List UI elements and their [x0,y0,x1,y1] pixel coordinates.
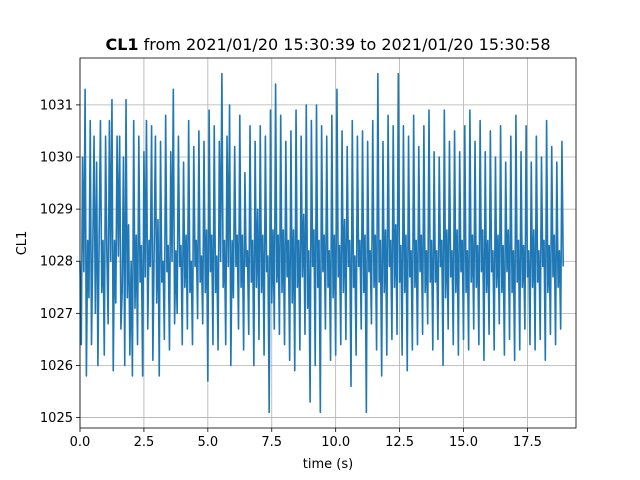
series-layer [79,72,565,414]
x-tick-label: 12.5 [385,435,414,450]
x-tick-label: 0.0 [70,435,91,450]
x-tick-label: 2.5 [134,435,155,450]
x-tick-label: 10.0 [321,435,350,450]
chart-title: CL1 from 2021/01/20 15:30:39 to 2021/01/… [105,35,550,54]
y-tick-label: 1027 [40,307,73,322]
x-tick-label: 7.5 [261,435,282,450]
x-tick-label: 15.0 [449,435,478,450]
x-tick-label: 5.0 [197,435,218,450]
y-axis-ticks: 1025 1026 1027 1028 1029 1030 1031 [40,98,80,426]
y-tick-label: 1029 [40,203,73,218]
y-tick-label: 1030 [40,151,73,166]
series-line [79,72,565,414]
chart-title-bold: CL1 [105,35,138,54]
x-tick-label: 17.5 [513,435,542,450]
x-axis-label: time (s) [303,457,353,472]
x-axis-ticks: 0.0 2.5 5.0 7.5 10.0 12.5 15.0 17.5 [70,428,542,450]
y-tick-label: 1025 [40,411,73,426]
y-tick-label: 1028 [40,255,73,270]
y-axis-label: CL1 [15,231,30,256]
y-tick-label: 1031 [40,98,73,113]
chart-title-rest: from 2021/01/20 15:30:39 to 2021/01/20 1… [139,35,551,54]
plot-area-frame [79,57,577,429]
y-tick-label: 1026 [40,359,73,374]
